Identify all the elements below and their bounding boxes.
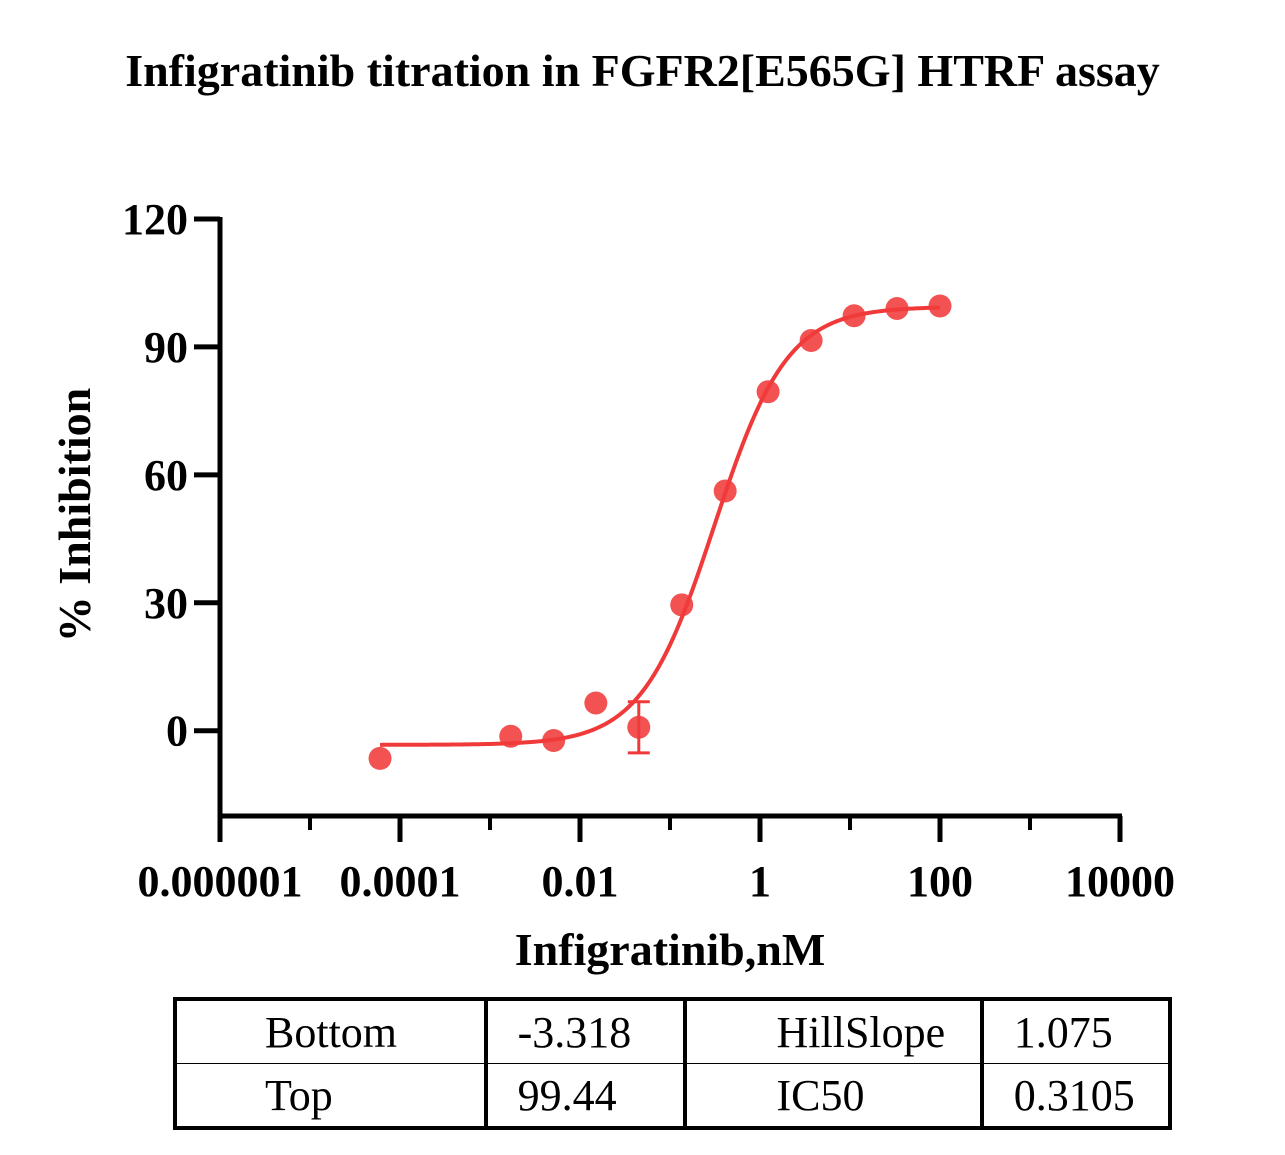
y-tick-label: 120	[122, 195, 188, 244]
param-value-ic50: 0.3105	[979, 1063, 1173, 1128]
tick-labels: 0 30 60 90 120 0.000001 0.0001 0.01 1 100 10000	[122, 195, 1175, 906]
param-name-bottom: Bottom	[173, 999, 488, 1064]
param-value-top: 99.44	[483, 1063, 687, 1128]
y-tick-label: 60	[144, 451, 188, 500]
data-point	[928, 294, 952, 318]
x-axis-label: Infigratinib,nM	[515, 924, 826, 975]
param-name-ic50: IC50	[682, 1063, 984, 1128]
axes	[194, 216, 1123, 842]
data-point	[799, 329, 823, 353]
y-tick-label: 30	[144, 579, 188, 628]
y-tick-label: 90	[144, 323, 188, 372]
param-value-hillslope: 1.075	[979, 999, 1173, 1064]
dose-response-plot: 0 30 60 90 120 0.000001 0.0001 0.01 1 100 10000 In…	[49, 195, 1175, 975]
x-tick-label: 0.000001	[138, 857, 303, 906]
param-name-top: Top	[173, 1063, 488, 1128]
data-point	[627, 715, 651, 739]
table-row: Top 99.44 IC50 0.3105	[173, 1063, 1173, 1128]
parameters-table: Bottom -3.318 HillSlope 1.075 Top 99.44 …	[173, 997, 1173, 1130]
param-name-hillslope: HillSlope	[682, 999, 984, 1064]
data-point	[756, 380, 780, 404]
data-point	[885, 297, 909, 321]
param-value-bottom: -3.318	[483, 999, 687, 1064]
fit-curve	[380, 305, 941, 747]
data-points	[368, 294, 952, 770]
data-point	[842, 304, 866, 328]
x-tick-label: 10000	[1065, 857, 1175, 906]
y-tick-label: 0	[166, 707, 188, 756]
data-point	[713, 479, 737, 503]
data-point	[542, 729, 566, 753]
x-tick-label: 0.0001	[340, 857, 461, 906]
chart-title: Infigratinib titration in FGFR2[E565G] H…	[125, 45, 1160, 96]
table-row: Bottom -3.318 HillSlope 1.075	[173, 999, 1173, 1064]
x-tick-label: 1	[749, 857, 771, 906]
x-tick-label: 100	[907, 857, 973, 906]
data-point	[368, 746, 392, 770]
x-tick-label: 0.01	[542, 857, 619, 906]
y-axis-label: % Inhibition	[49, 388, 100, 642]
data-point	[499, 724, 523, 748]
data-point	[584, 691, 608, 715]
data-point	[670, 593, 694, 617]
